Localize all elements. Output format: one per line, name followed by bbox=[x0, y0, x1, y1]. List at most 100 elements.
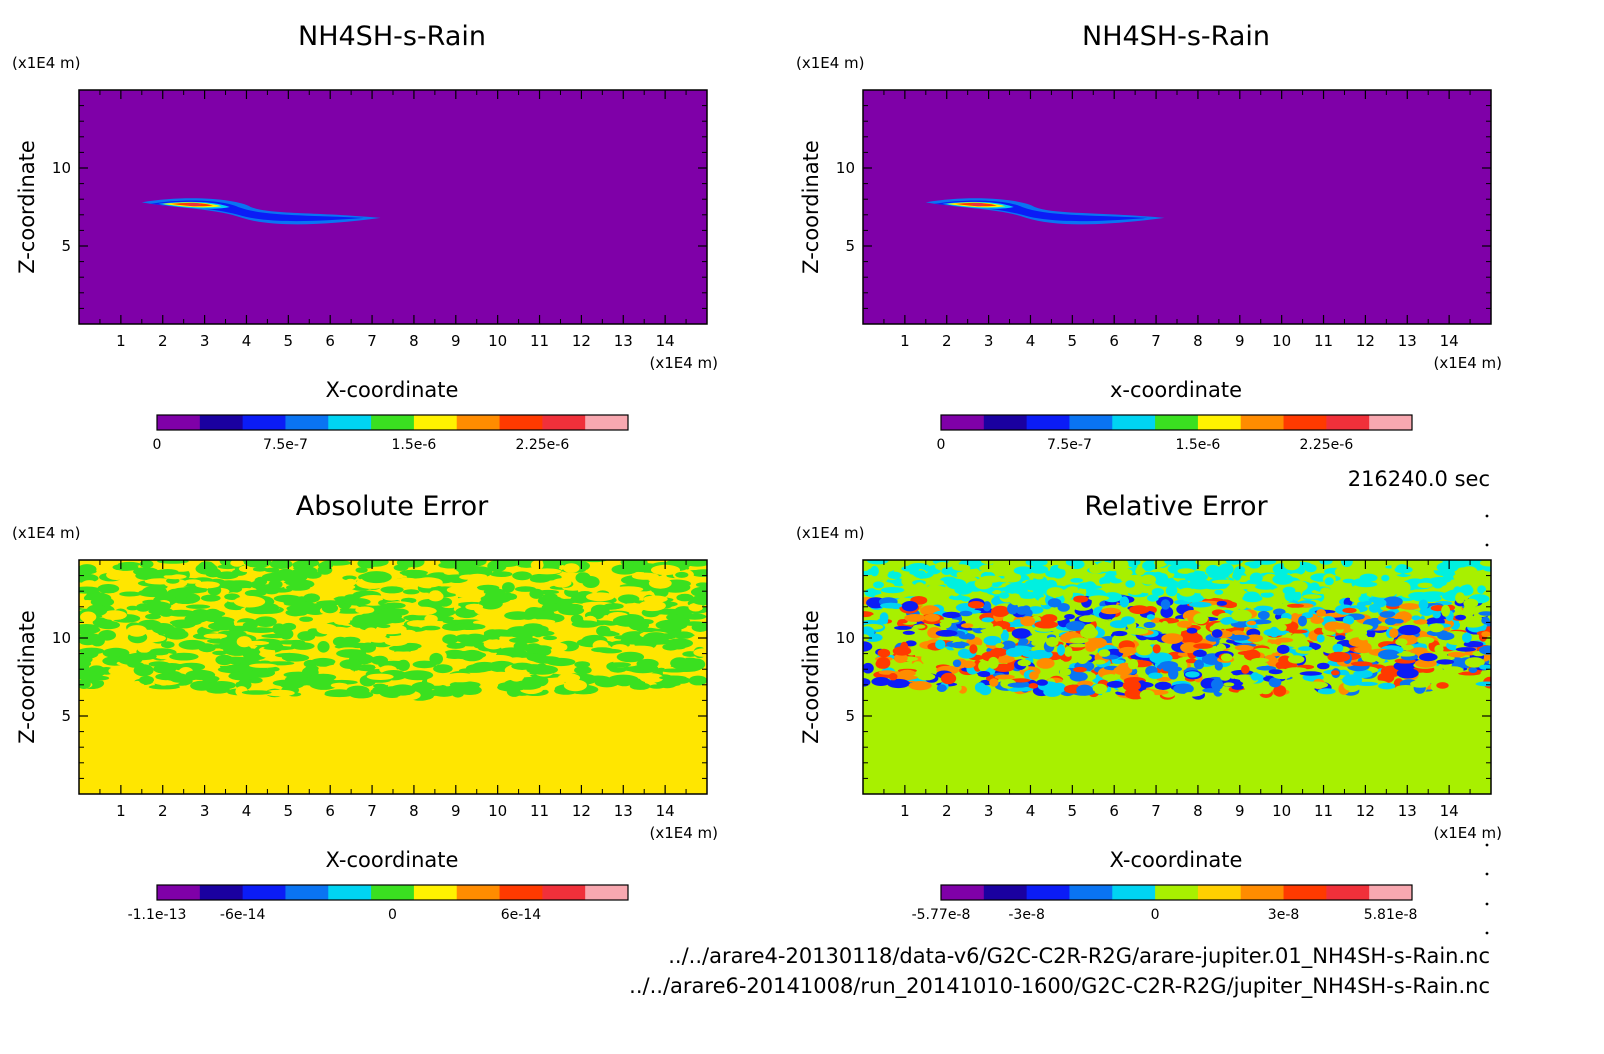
x-tick-label: 14 bbox=[656, 802, 675, 820]
colorbar-swatch bbox=[1283, 885, 1327, 900]
noise-cell bbox=[1065, 621, 1086, 631]
noise-cell bbox=[571, 620, 600, 628]
noise-cell bbox=[1148, 672, 1163, 679]
noise-cell bbox=[283, 671, 314, 678]
noise-cell bbox=[574, 661, 591, 668]
colorbar-swatch bbox=[371, 415, 415, 430]
noise-cell bbox=[1283, 560, 1301, 571]
x-tick-label: 14 bbox=[1440, 802, 1459, 820]
noise-cell bbox=[904, 614, 926, 622]
noise-cell bbox=[586, 592, 615, 602]
noise-cell bbox=[429, 590, 442, 599]
noise-cell bbox=[254, 576, 268, 586]
noise-cell bbox=[529, 588, 544, 599]
colorbar-frame bbox=[156, 884, 629, 901]
noise-cell bbox=[530, 560, 544, 570]
noise-cell bbox=[1111, 659, 1125, 664]
noise-cell bbox=[956, 570, 970, 580]
noise-cell bbox=[1448, 640, 1467, 646]
noise-cell bbox=[1316, 634, 1325, 643]
noise-cell bbox=[1248, 562, 1261, 569]
noise-cell bbox=[1016, 606, 1029, 615]
noise-cell bbox=[382, 602, 406, 609]
colorbar-swatch bbox=[1069, 885, 1113, 900]
noise-cell bbox=[1253, 619, 1272, 625]
time-label: 216240.0 sec bbox=[1348, 467, 1490, 491]
noise-cell bbox=[1432, 610, 1441, 619]
noise-cell bbox=[139, 675, 154, 685]
noise-cell bbox=[249, 663, 278, 668]
noise-cell bbox=[530, 573, 562, 581]
colorbar-tick-label: 6e-14 bbox=[501, 907, 541, 923]
noise-cell bbox=[1384, 617, 1397, 626]
noise-cell bbox=[79, 568, 97, 575]
noise-cell bbox=[321, 603, 338, 614]
noise-cell bbox=[1007, 682, 1030, 688]
noise-cell bbox=[1286, 603, 1305, 608]
colorbar-swatch bbox=[941, 885, 985, 900]
noise-cell bbox=[1260, 592, 1274, 598]
noise-cell bbox=[1395, 685, 1417, 691]
noise-cell bbox=[1065, 560, 1081, 567]
noise-cell bbox=[624, 645, 654, 651]
noise-cell bbox=[482, 654, 513, 663]
noise-cell bbox=[224, 664, 241, 673]
noise-cell bbox=[912, 661, 923, 669]
x-tick-label: 6 bbox=[1109, 332, 1119, 350]
x-tick-label: 12 bbox=[1356, 802, 1375, 820]
noise-cell bbox=[1218, 563, 1234, 576]
x-tick-label: 1 bbox=[900, 802, 910, 820]
noise-cell bbox=[159, 607, 174, 617]
noise-cell bbox=[412, 660, 437, 669]
noise-cell bbox=[1136, 643, 1153, 656]
noise-cell bbox=[1160, 606, 1174, 618]
noise-cell bbox=[1214, 589, 1224, 595]
noise-cell bbox=[1246, 634, 1264, 643]
noise-cell bbox=[1036, 679, 1048, 686]
noise-cell bbox=[79, 678, 91, 689]
noise-cell bbox=[1464, 657, 1485, 668]
noise-cell bbox=[1185, 658, 1198, 664]
noise-cell bbox=[991, 590, 1002, 595]
noise-cell bbox=[870, 565, 879, 577]
noise-cell bbox=[946, 578, 967, 590]
noise-cell bbox=[1334, 566, 1351, 578]
noise-cell bbox=[233, 595, 266, 608]
noise-cell bbox=[683, 613, 707, 620]
noise-cell bbox=[1243, 591, 1261, 602]
noise-cell bbox=[871, 677, 891, 686]
x-axis-label: X-coordinate bbox=[1110, 848, 1243, 872]
x-tick-label: 13 bbox=[614, 332, 633, 350]
edge-dot bbox=[1485, 931, 1489, 935]
noise-cell bbox=[1098, 649, 1111, 657]
noise-cell bbox=[219, 656, 252, 663]
noise-cell bbox=[526, 653, 547, 662]
noise-cell bbox=[283, 652, 296, 662]
noise-cell bbox=[1157, 573, 1169, 584]
colorbar-tick-label: 0 bbox=[937, 437, 946, 453]
noise-cell bbox=[351, 621, 367, 628]
noise-cell bbox=[921, 652, 937, 665]
noise-cell bbox=[1354, 581, 1378, 588]
noise-cell bbox=[1377, 672, 1395, 684]
x-tick-label: 1 bbox=[116, 802, 126, 820]
noise-cell bbox=[1479, 560, 1491, 567]
noise-cell bbox=[119, 591, 142, 597]
noise-cell bbox=[288, 639, 306, 645]
noise-cell bbox=[690, 586, 707, 598]
x-tick-label: 7 bbox=[367, 802, 377, 820]
noise-cell bbox=[240, 648, 261, 656]
colorbar-tick-label: 2.25e-6 bbox=[515, 437, 569, 453]
noise-cell bbox=[1064, 646, 1073, 657]
noise-cell bbox=[217, 642, 233, 650]
noise-cell bbox=[148, 651, 169, 656]
colorbar-swatch bbox=[1326, 415, 1370, 430]
noise-cell bbox=[368, 636, 389, 643]
y-tick-label: 5 bbox=[61, 707, 71, 725]
chart-panel-1: 1 2 3 4 5 6 7 8 9 10 11 12 13 14510NH4SH-s-Rain(x1E4 … bbox=[12, 21, 718, 453]
noise-cell bbox=[156, 569, 179, 576]
plot-background bbox=[79, 90, 707, 324]
noise-cell bbox=[526, 619, 556, 624]
noise-cell bbox=[444, 672, 477, 683]
